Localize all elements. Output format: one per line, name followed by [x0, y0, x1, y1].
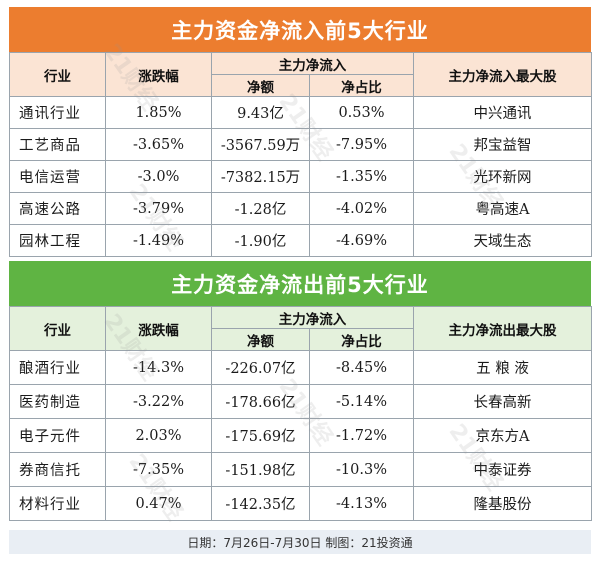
ratio-cell: 0.53%: [309, 96, 414, 129]
amount-cell: -175.69亿: [211, 418, 310, 453]
industry-cell: 券商信托: [9, 452, 106, 487]
amount-cell: -178.66亿: [211, 384, 310, 419]
change-cell: -7.35%: [105, 452, 212, 487]
ratio-cell: -4.69%: [309, 224, 414, 257]
change-cell: -14.3%: [105, 350, 212, 385]
outflow-col-change: 涨跌幅: [105, 306, 212, 351]
change-cell: -3.79%: [105, 192, 212, 225]
outflow-col-amount: 净额: [211, 328, 310, 351]
outflow-col-top-stock: 主力净流出最大股: [413, 306, 592, 351]
change-cell: 1.85%: [105, 96, 212, 129]
outflow-title: 主力资金净流出前5大行业: [9, 261, 591, 306]
inflow-col-ratio: 净占比: [309, 74, 414, 97]
ratio-cell: -7.95%: [309, 128, 414, 161]
change-cell: -3.65%: [105, 128, 212, 161]
change-cell: -3.22%: [105, 384, 212, 419]
table-row: 高速公路 -3.79% -1.28亿 -4.02% 粤高速A: [9, 192, 592, 225]
ratio-cell: -8.45%: [309, 350, 414, 385]
amount-cell: -1.28亿: [211, 192, 310, 225]
amount-cell: 9.43亿: [211, 96, 310, 129]
industry-cell: 材料行业: [9, 486, 106, 521]
amount-cell: -7382.15万: [211, 160, 310, 193]
outflow-col-industry: 行业: [9, 306, 106, 351]
industry-cell: 园林工程: [9, 224, 106, 257]
ratio-cell: -4.13%: [309, 486, 414, 521]
table-row: 园林工程 -1.49% -1.90亿 -4.69% 天域生态: [9, 224, 592, 257]
amount-cell: -151.98亿: [211, 452, 310, 487]
industry-cell: 医药制造: [9, 384, 106, 419]
industry-cell: 电信运营: [9, 160, 106, 193]
stock-cell: 粤高速A: [413, 192, 592, 225]
change-cell: -3.0%: [105, 160, 212, 193]
footer-caption: 日期：7月26日-7月30日 制图：21投资通: [9, 530, 591, 554]
amount-cell: -226.07亿: [211, 350, 310, 385]
amount-cell: -1.90亿: [211, 224, 310, 257]
stock-cell: 邦宝益智: [413, 128, 592, 161]
stock-cell: 光环新网: [413, 160, 592, 193]
stock-cell: 五 粮 液: [413, 350, 592, 385]
inflow-col-top-stock: 主力净流入最大股: [413, 52, 592, 97]
industry-cell: 工艺商品: [9, 128, 106, 161]
table-row: 券商信托 -7.35% -151.98亿 -10.3% 中泰证券: [9, 452, 592, 487]
inflow-col-industry: 行业: [9, 52, 106, 97]
ratio-cell: -1.35%: [309, 160, 414, 193]
change-cell: 0.47%: [105, 486, 212, 521]
industry-cell: 通讯行业: [9, 96, 106, 129]
stock-cell: 天域生态: [413, 224, 592, 257]
table-row: 工艺商品 -3.65% -3567.59万 -7.95% 邦宝益智: [9, 128, 592, 161]
inflow-col-amount: 净额: [211, 74, 310, 97]
industry-cell: 酿酒行业: [9, 350, 106, 385]
outflow-col-group: 主力净流入: [211, 306, 414, 329]
industry-cell: 高速公路: [9, 192, 106, 225]
ratio-cell: -1.72%: [309, 418, 414, 453]
stock-cell: 长春高新: [413, 384, 592, 419]
outflow-subheader-row: 净额 净占比: [10, 328, 592, 351]
industry-cell: 电子元件: [9, 418, 106, 453]
ratio-cell: -4.02%: [309, 192, 414, 225]
inflow-col-change: 涨跌幅: [105, 52, 212, 97]
ratio-cell: -10.3%: [309, 452, 414, 487]
inflow-header-row: 行业 涨跌幅 主力净流入 主力净流入最大股: [9, 52, 592, 97]
inflow-col-group: 主力净流入: [211, 52, 414, 75]
table-row: 通讯行业 1.85% 9.43亿 0.53% 中兴通讯: [9, 96, 592, 129]
outflow-table: 行业 涨跌幅 主力净流入 主力净流出最大股 净额 净占比 酿酒行业 -14.3%…: [9, 306, 592, 521]
table-row: 医药制造 -3.22% -178.66亿 -5.14% 长春高新: [9, 384, 592, 419]
table-row: 电信运营 -3.0% -7382.15万 -1.35% 光环新网: [9, 160, 592, 193]
infographic: 主力资金净流入前5大行业 行业 涨跌幅 主力净流入 主力净流入最大股 净额 净占…: [9, 7, 592, 521]
ratio-cell: -5.14%: [309, 384, 414, 419]
outflow-col-ratio: 净占比: [309, 328, 414, 351]
stock-cell: 中泰证券: [413, 452, 592, 487]
stock-cell: 京东方A: [413, 418, 592, 453]
amount-cell: -3567.59万: [211, 128, 310, 161]
stock-cell: 隆基股份: [413, 486, 592, 521]
change-cell: 2.03%: [105, 418, 212, 453]
amount-cell: -142.35亿: [211, 486, 310, 521]
table-row: 电子元件 2.03% -175.69亿 -1.72% 京东方A: [9, 418, 592, 453]
stock-cell: 中兴通讯: [413, 96, 592, 129]
table-row: 材料行业 0.47% -142.35亿 -4.13% 隆基股份: [9, 486, 592, 521]
change-cell: -1.49%: [105, 224, 212, 257]
outflow-header-row: 行业 涨跌幅 主力净流入 主力净流出最大股: [9, 306, 592, 351]
table-row: 酿酒行业 -14.3% -226.07亿 -8.45% 五 粮 液: [9, 350, 592, 385]
inflow-table: 行业 涨跌幅 主力净流入 主力净流入最大股 净额 净占比 通讯行业 1.85% …: [9, 52, 592, 257]
inflow-title: 主力资金净流入前5大行业: [9, 7, 591, 52]
inflow-subheader-row: 净额 净占比: [10, 74, 592, 97]
